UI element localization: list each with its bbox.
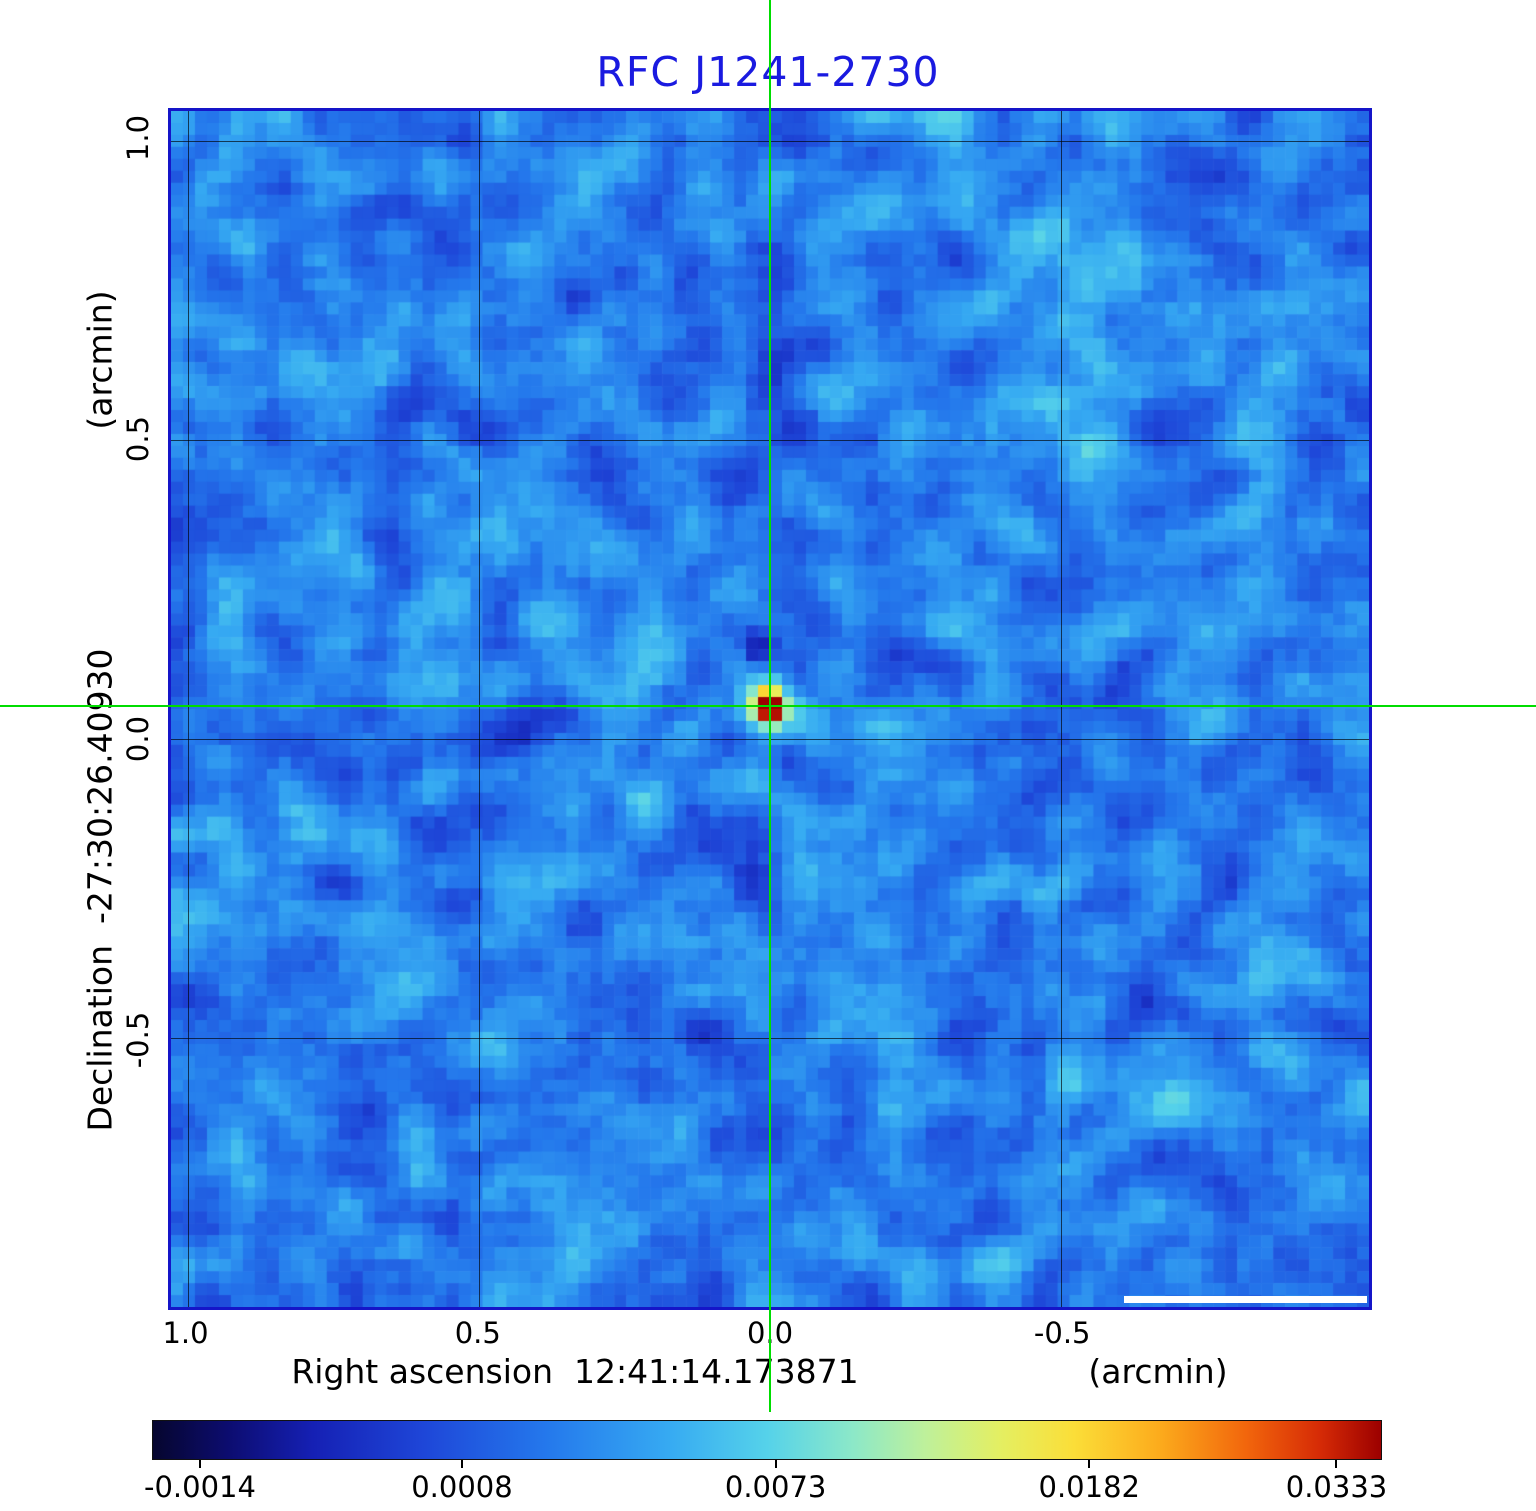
x-tick-label: -0.5 bbox=[1033, 1316, 1091, 1350]
y-axis-label: Declination -27:30:26.40930 bbox=[80, 648, 120, 1132]
x-tick-label: 0.5 bbox=[454, 1316, 501, 1350]
colorbar-tick-label: 0.0333 bbox=[1285, 1470, 1388, 1504]
colorbar-tick-label: -0.0014 bbox=[144, 1470, 256, 1504]
y-axis-unit-label: (arcmin) bbox=[80, 290, 120, 430]
gridline-vertical bbox=[188, 111, 190, 1307]
x-axis-unit-label: (arcmin) bbox=[1088, 1352, 1228, 1391]
crosshair-horizontal-line bbox=[0, 704, 1536, 707]
blank-strip bbox=[1124, 1296, 1367, 1303]
gridline-vertical bbox=[1060, 111, 1062, 1307]
figure-title: RFC J1241-2730 bbox=[596, 48, 940, 96]
colorbar-tick-label: 0.0073 bbox=[724, 1470, 827, 1504]
colorbar-tick-label: 0.0182 bbox=[1038, 1470, 1140, 1504]
colorbar-tick bbox=[774, 1460, 777, 1468]
colorbar-tick bbox=[198, 1460, 201, 1468]
y-tick-label: 0.0 bbox=[121, 715, 155, 763]
x-tick-label: 1.0 bbox=[162, 1316, 209, 1350]
colorbar-tick bbox=[1335, 1460, 1338, 1468]
y-tick-label: -0.5 bbox=[121, 1011, 155, 1068]
gridline-vertical bbox=[479, 111, 481, 1307]
colorbar-tick bbox=[460, 1460, 463, 1468]
colorbar-tick-label: 0.0008 bbox=[411, 1470, 513, 1504]
y-tick-label: 0.5 bbox=[121, 415, 155, 462]
y-tick-label: 1.0 bbox=[121, 114, 155, 162]
colorbar bbox=[152, 1420, 1382, 1460]
x-axis-label: Right ascension 12:41:14.173871 bbox=[291, 1352, 859, 1391]
colorbar-tick bbox=[1088, 1460, 1091, 1468]
